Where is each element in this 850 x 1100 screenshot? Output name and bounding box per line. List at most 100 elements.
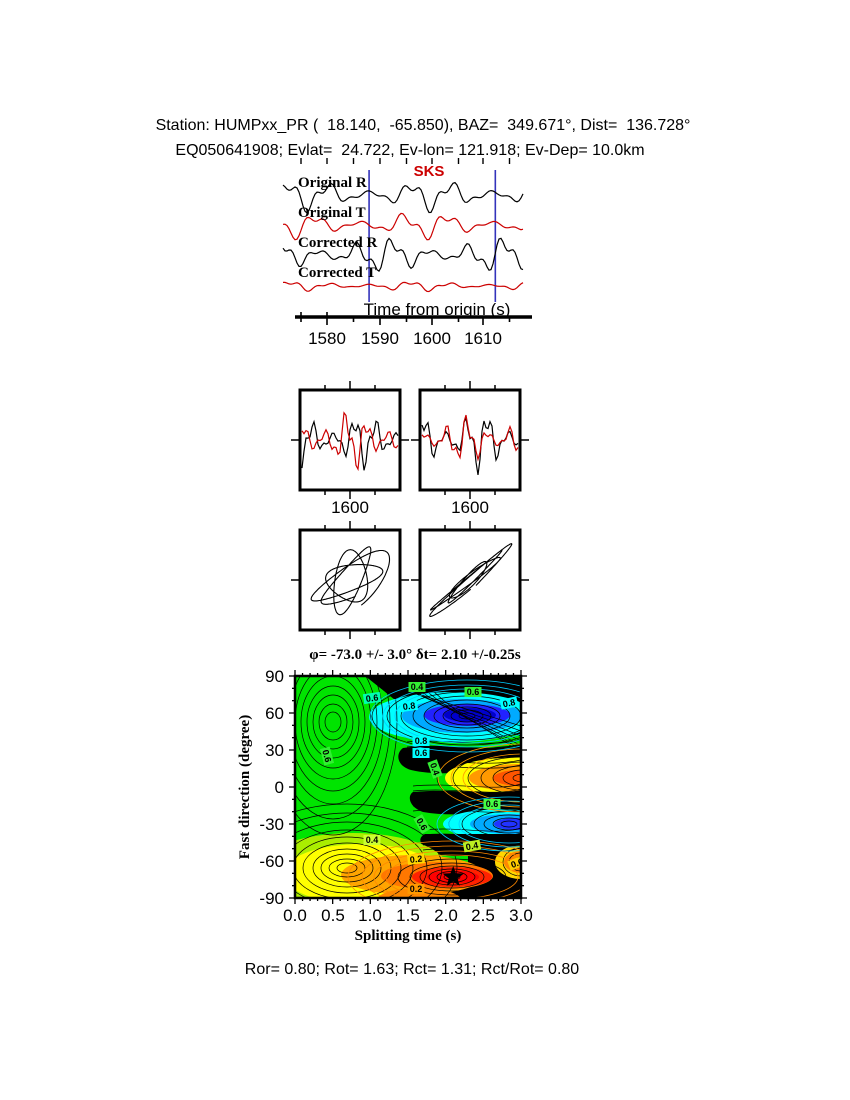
contour-line (409, 862, 495, 892)
compare-tick-right: 1600 (451, 498, 489, 517)
contour-label-chip: 0.4 (363, 835, 381, 845)
trace-label-original-r: Original R (298, 175, 367, 191)
contour-label-chip: 0.6 (362, 691, 382, 705)
contour-line (500, 820, 518, 828)
contour-label-chip: 0.8 (499, 696, 519, 710)
xtick-0: 0.0 (283, 906, 307, 925)
time-tick-1590: 1590 (361, 329, 399, 348)
contour-line (295, 803, 458, 898)
contour-label-bg (408, 682, 426, 692)
contour-label-bg (413, 814, 431, 834)
contour-label-chip: 0.6 (319, 746, 335, 766)
trace-corrected-r (282, 237, 524, 272)
contour-line (318, 703, 348, 741)
time-tick-1610: 1610 (464, 329, 502, 348)
contour-label-text: 0.2 (409, 854, 422, 865)
contour-line (452, 751, 521, 805)
contour-line (312, 848, 382, 888)
waveform-compare-panel-uncorrected (291, 381, 409, 499)
contour-label-bg (412, 748, 430, 758)
ytick-90: 90 (265, 667, 284, 686)
particle-motion-panel-original (291, 521, 409, 639)
contour-line (442, 706, 492, 726)
contour-line (423, 699, 511, 733)
contour-line-colored (347, 840, 521, 898)
time-axis-label: Time from origin (s) (363, 300, 511, 319)
contour-label-chip: 0.6 (507, 855, 524, 871)
contour-line (436, 745, 521, 811)
contour-label-bg (319, 746, 335, 766)
contour-label-text: 0.8 (502, 697, 516, 709)
contour-label-chip: 0.4 (427, 759, 443, 779)
contour-frame (293, 674, 523, 900)
contour-line (461, 806, 521, 842)
contour-line (295, 676, 384, 805)
contour-line (324, 711, 342, 733)
trace-corrected-t (283, 281, 524, 293)
contour-line (450, 709, 484, 723)
contour-label-chip: 0.4 (408, 682, 426, 692)
contour-line-colored (437, 743, 521, 813)
contour-label-text: 0.2 (410, 884, 423, 894)
contour-line (295, 676, 378, 792)
contour-line (295, 821, 428, 898)
contour-label-text: 0.8 (415, 736, 428, 746)
contour-line (295, 676, 391, 820)
xtick-20: 2.0 (434, 906, 458, 925)
trace-compare2-t (421, 414, 519, 462)
contour-line (397, 858, 507, 896)
time-tick-1600: 1600 (413, 329, 451, 348)
panel-ticks (291, 381, 409, 499)
trace-original-r (282, 181, 524, 214)
trace-label-original-t: Original T (298, 205, 366, 221)
compare-tick-left: 1600 (331, 498, 369, 517)
particle-motion-panel-corrected (411, 521, 529, 639)
contour-line (433, 703, 501, 729)
contour-label-chip: 0.8 (399, 699, 419, 713)
contour-label-text: 0.8 (402, 700, 416, 712)
contour-line-colored (462, 753, 521, 803)
contour-line (320, 853, 374, 883)
curve-particle-motion-original (310, 546, 391, 616)
panel-ticks (411, 521, 529, 639)
contour-line (312, 694, 354, 750)
contour-line (364, 676, 521, 727)
time-tick-1580: 1580 (308, 329, 346, 348)
contour-label-text: 0.6 (509, 856, 524, 870)
contour-line (502, 847, 521, 877)
contour-line (371, 681, 521, 751)
ytick-m60: -60 (259, 852, 284, 871)
contour-line (328, 858, 366, 878)
contour-line (300, 676, 366, 769)
contour-line (336, 862, 358, 874)
contour-line-colored (361, 845, 521, 898)
contour-label-bg (412, 736, 430, 746)
header-line-2: EQ050641908; Evlat= 24.722, Ev-lon= 121.… (175, 142, 645, 159)
contour-title: φ= -73.0 +/- 3.0° δt= 2.10 +/-0.25s (309, 647, 521, 663)
contour-label-bg (427, 759, 443, 779)
contour-line (467, 756, 521, 800)
contour-label-bg (499, 696, 519, 710)
contour-line (406, 759, 521, 764)
panel-ticks (411, 381, 529, 499)
contour-map: 0.40.60.80.60.80.60.80.60.40.60.60.40.20… (295, 676, 524, 898)
contour-line-colored (450, 748, 521, 808)
contour-label-chip: 0.2 (407, 884, 425, 894)
contour-line-colored (369, 679, 521, 753)
panel-ticks (291, 521, 409, 639)
contour-label-text: 0.6 (467, 687, 480, 697)
contour-line (512, 773, 521, 783)
contour-plot: 0.40.60.80.60.80.60.80.60.40.60.60.40.20… (289, 670, 527, 904)
contour-line (480, 761, 521, 795)
xtick-25: 2.5 (471, 906, 495, 925)
trace-compare1-r (301, 419, 399, 471)
ytick-m90: -90 (259, 889, 284, 908)
contour-line (406, 744, 521, 749)
contour-line (492, 817, 521, 831)
contour-line-colored (448, 800, 521, 848)
waveform-compare-panel-corrected (411, 381, 529, 499)
contour-label-text: 0.6 (415, 748, 428, 758)
time-axis (295, 312, 532, 325)
contour-label-chip: 0.2 (407, 853, 425, 865)
contour-line (483, 814, 521, 834)
